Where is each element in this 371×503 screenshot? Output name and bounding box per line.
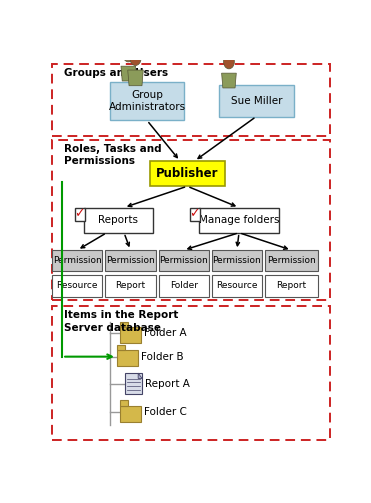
Bar — [212, 250, 262, 272]
Bar — [105, 250, 156, 272]
FancyBboxPatch shape — [120, 400, 128, 405]
Text: Report: Report — [115, 282, 145, 290]
Circle shape — [224, 54, 234, 69]
Bar — [117, 350, 138, 366]
Text: Groups and Users: Groups and Users — [64, 68, 168, 78]
Text: ✓: ✓ — [189, 207, 200, 220]
Text: Items in the Report
Server database: Items in the Report Server database — [64, 310, 178, 332]
Text: Manage folders: Manage folders — [199, 215, 279, 225]
Text: Reports: Reports — [98, 215, 138, 225]
Polygon shape — [221, 73, 236, 88]
Bar — [265, 250, 318, 272]
Text: Folder A: Folder A — [144, 328, 187, 339]
Text: Group
Administrators: Group Administrators — [108, 90, 186, 112]
Bar — [219, 85, 294, 117]
Bar — [52, 275, 102, 297]
Bar — [265, 275, 318, 297]
Bar — [199, 208, 279, 233]
Bar — [125, 373, 142, 394]
Bar — [158, 275, 209, 297]
Text: Permission: Permission — [159, 257, 208, 265]
Text: Report A: Report A — [145, 379, 190, 389]
Text: Report: Report — [276, 282, 306, 290]
Bar — [212, 275, 262, 297]
Bar — [120, 405, 141, 422]
Bar — [75, 208, 85, 221]
Text: Resource: Resource — [216, 282, 257, 290]
Text: Resource: Resource — [56, 282, 98, 290]
Text: Roles, Tasks and
Permissions: Roles, Tasks and Permissions — [64, 144, 161, 166]
Bar — [52, 64, 329, 136]
Text: Permission: Permission — [106, 257, 155, 265]
Polygon shape — [138, 373, 142, 378]
Text: Permission: Permission — [267, 257, 316, 265]
Circle shape — [130, 50, 141, 65]
Circle shape — [123, 47, 134, 62]
FancyBboxPatch shape — [120, 322, 128, 327]
Text: Permission: Permission — [53, 257, 102, 265]
Polygon shape — [128, 70, 143, 86]
Polygon shape — [121, 66, 136, 81]
Bar — [52, 250, 102, 272]
Text: ✓: ✓ — [74, 207, 85, 220]
Text: Folder B: Folder B — [141, 352, 184, 362]
Text: Folder C: Folder C — [144, 407, 187, 417]
Bar — [150, 161, 225, 186]
Bar — [105, 275, 156, 297]
Bar — [110, 81, 184, 120]
Bar — [158, 250, 209, 272]
Bar — [190, 208, 200, 221]
FancyBboxPatch shape — [117, 345, 125, 350]
Bar — [52, 306, 329, 440]
Text: Publisher: Publisher — [156, 167, 219, 180]
Text: Sue Miller: Sue Miller — [230, 96, 282, 106]
Bar — [120, 327, 141, 343]
Bar — [52, 140, 329, 300]
Text: Folder: Folder — [170, 282, 198, 290]
Text: Permission: Permission — [213, 257, 261, 265]
Bar — [84, 208, 153, 233]
